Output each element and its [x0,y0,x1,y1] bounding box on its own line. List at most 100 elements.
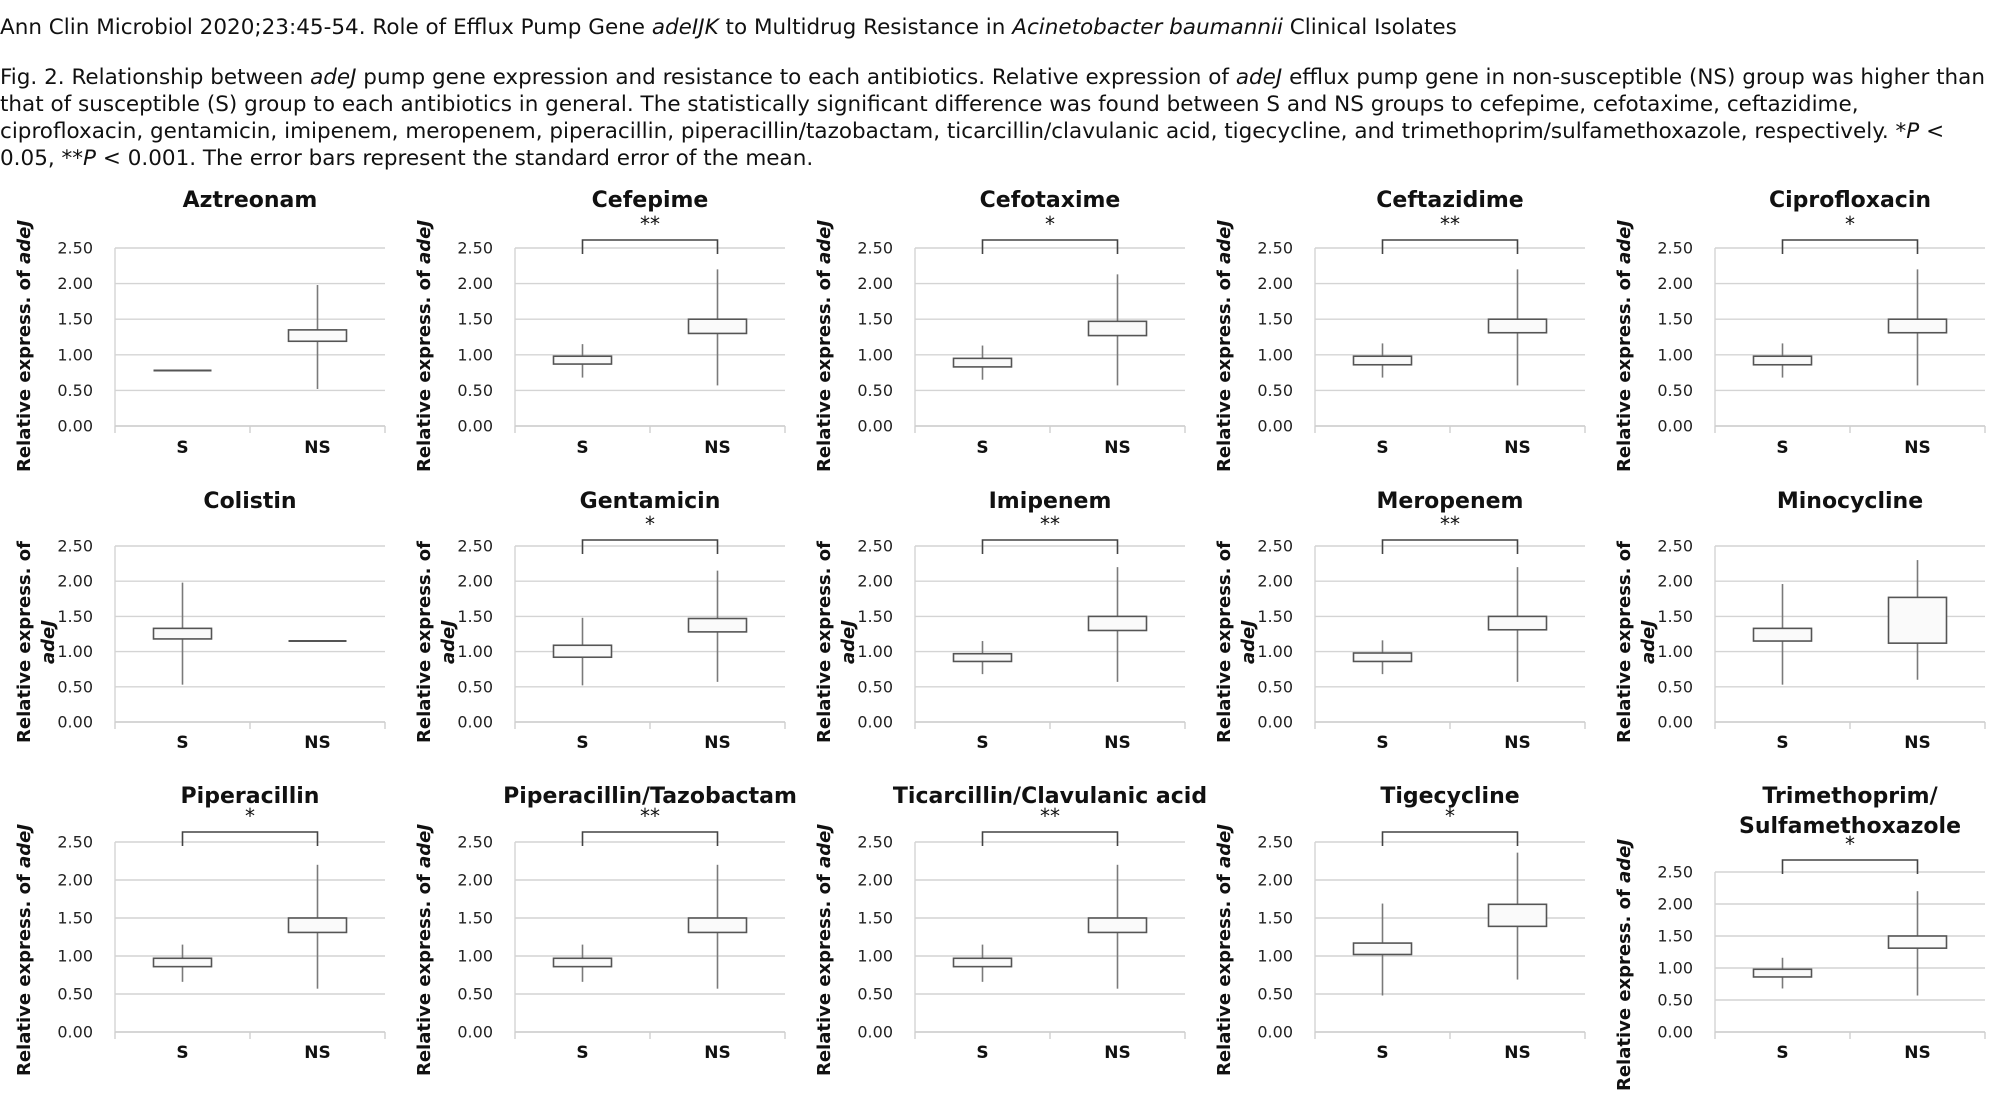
chart-title: Trimethoprim/ [1762,784,1938,809]
y-tick-label: 2.00 [857,572,893,591]
significance-marker: ** [1040,804,1060,828]
chart-title: Minocycline [1777,489,1923,514]
y-tick-label: 1.00 [857,947,893,966]
caption-text: adeJ [1235,65,1283,90]
y-tick-label: 2.00 [1257,274,1293,293]
y-tick-label: 1.50 [857,607,893,626]
bracket-line [1781,859,1919,874]
y-axis-label: adeJ [38,620,59,664]
significance-bracket: ** [981,512,1119,554]
chart-colistin: Colistin 0.00 0.50 1.00 1.50 2.00 2.50 Relative… [14,489,386,753]
y-tick-label: 1.50 [857,310,893,329]
y-tick-label: 1.50 [857,909,893,928]
chart-ceftazidime: Ceftazidime 0.00 0.50 1.00 1.50 2.00 2.50 Relat… [1214,188,1586,472]
y-tick-label: 2.00 [457,871,493,890]
chart-title: Piperacillin [181,784,320,809]
chart-imipenem: Imipenem 0.00 0.50 1.00 1.50 2.00 2.50 Relative… [814,489,1186,753]
y-tick-label: 0.50 [857,985,893,1004]
caption-text: Fig. 2. Relationship between [0,65,311,90]
y-tick-label: 2.50 [857,537,893,556]
y-tick-label: 0.50 [457,985,493,1004]
chart-title: Imipenem [989,489,1112,514]
y-tick-label: 2.50 [57,239,93,258]
y-tick-label: 1.00 [1257,345,1293,364]
bracket-line [1381,239,1519,254]
box-s [552,344,613,378]
box-ns [1087,864,1148,989]
y-axis-label: Relative express. of adeJ [1614,839,1635,1091]
chart-meropenem: Meropenem 0.00 0.50 1.00 1.50 2.00 2.50 Relativ… [1214,489,1586,753]
chart-cefepime: Cefepime 0.00 0.50 1.00 1.50 2.00 2.50 Relative… [414,188,786,472]
caption-text: Ann Clin Microbiol 2020;23:45-54. Role o… [0,15,652,40]
caption-text: Clinical Isolates [1282,15,1457,40]
box-ns [1887,269,1948,386]
y-tick-label: 0.00 [1657,713,1693,732]
x-category-label: S [176,438,188,458]
caption-text: efflux pump gene in non-susceptible (NS)… [0,65,1985,144]
bracket-line [1381,831,1519,846]
y-tick-label: 1.00 [857,345,893,364]
x-category-label: NS [1904,733,1930,753]
chart-title: Colistin [203,489,296,514]
y-tick-label: 2.00 [1257,572,1293,591]
y-tick-label: 2.00 [1657,274,1693,293]
significance-marker: * [645,512,655,536]
y-tick-label: 1.50 [57,607,93,626]
y-tick-label: 2.50 [857,239,893,258]
box-iqr [1752,627,1813,642]
y-axis-label: adeJ [1238,620,1259,664]
box-ns [287,864,348,989]
chart-title: Sulfamethoxazole [1739,814,1961,839]
y-tick-label: 2.50 [857,833,893,852]
box-ns [287,285,348,389]
y-tick-label: 1.00 [457,642,493,661]
y-axis-label: adeJ [1638,620,1659,664]
chart-ticarcillin-clavulanic-acid: Ticarcillin/Clavulanic acid 0.00 0.50 1.00 1… [814,784,1207,1076]
y-tick-label: 0.50 [1657,381,1693,400]
significance-bracket: ** [581,212,719,254]
y-tick-label: 0.50 [857,677,893,696]
box-s [552,617,613,686]
chart-gentamicin: Gentamicin 0.00 0.50 1.00 1.50 2.00 2.50 Relati… [414,489,786,753]
box-iqr [952,652,1013,663]
x-category-label: NS [1504,1043,1530,1063]
significance-bracket: ** [1381,512,1519,554]
box-s [1752,584,1813,685]
y-tick-label: 2.00 [57,871,93,890]
x-category-label: S [576,438,588,458]
box-iqr [687,318,748,335]
significance-marker: * [1845,832,1855,856]
bracket-line [581,239,719,254]
chart-piperacillin: Piperacillin 0.00 0.50 1.00 1.50 2.00 2.50 Rela… [14,784,386,1076]
y-axis-label: Relative express. of adeJ [414,220,435,472]
y-tick-label: 0.50 [57,985,93,1004]
y-tick-label: 1.50 [1257,310,1293,329]
y-tick-label: 0.00 [1657,417,1693,436]
y-tick-label: 1.00 [1257,642,1293,661]
box-iqr [1752,355,1813,366]
significance-bracket: ** [981,804,1119,846]
caption-text: to Multidrug Resistance in [718,15,1013,40]
bracket-line [981,239,1119,254]
caption-text: Acinetobacter baumannii [1012,15,1283,40]
chart-minocycline: Minocycline 0.00 0.50 1.00 1.50 2.00 2.50 Relat… [1614,489,1986,753]
y-tick-label: 2.50 [457,537,493,556]
y-tick-label: 0.50 [1257,677,1293,696]
y-tick-label: 1.00 [1657,642,1693,661]
y-tick-label: 2.50 [1257,537,1293,556]
y-tick-label: 2.50 [457,833,493,852]
caption-text: < 0.05, ** [0,119,1945,171]
y-axis-label: Relative express. of [1614,541,1635,743]
y-tick-label: 0.50 [57,381,93,400]
figure-header: Ann Clin Microbiol 2020;23:45-54. Role o… [0,14,1990,172]
significance-bracket: * [1381,804,1519,846]
x-category-label: NS [1504,438,1530,458]
chart-title: Aztreonam [183,188,318,213]
y-tick-label: 2.50 [457,239,493,258]
caption-text: adeJ [310,65,357,90]
chart-aztreonam: Aztreonam 0.00 0.50 1.00 1.50 2.00 2.50 Relativ… [14,188,386,472]
y-tick-label: 0.50 [857,381,893,400]
box-iqr [952,957,1013,968]
box-s [552,944,613,982]
significance-marker: * [1045,212,1055,236]
